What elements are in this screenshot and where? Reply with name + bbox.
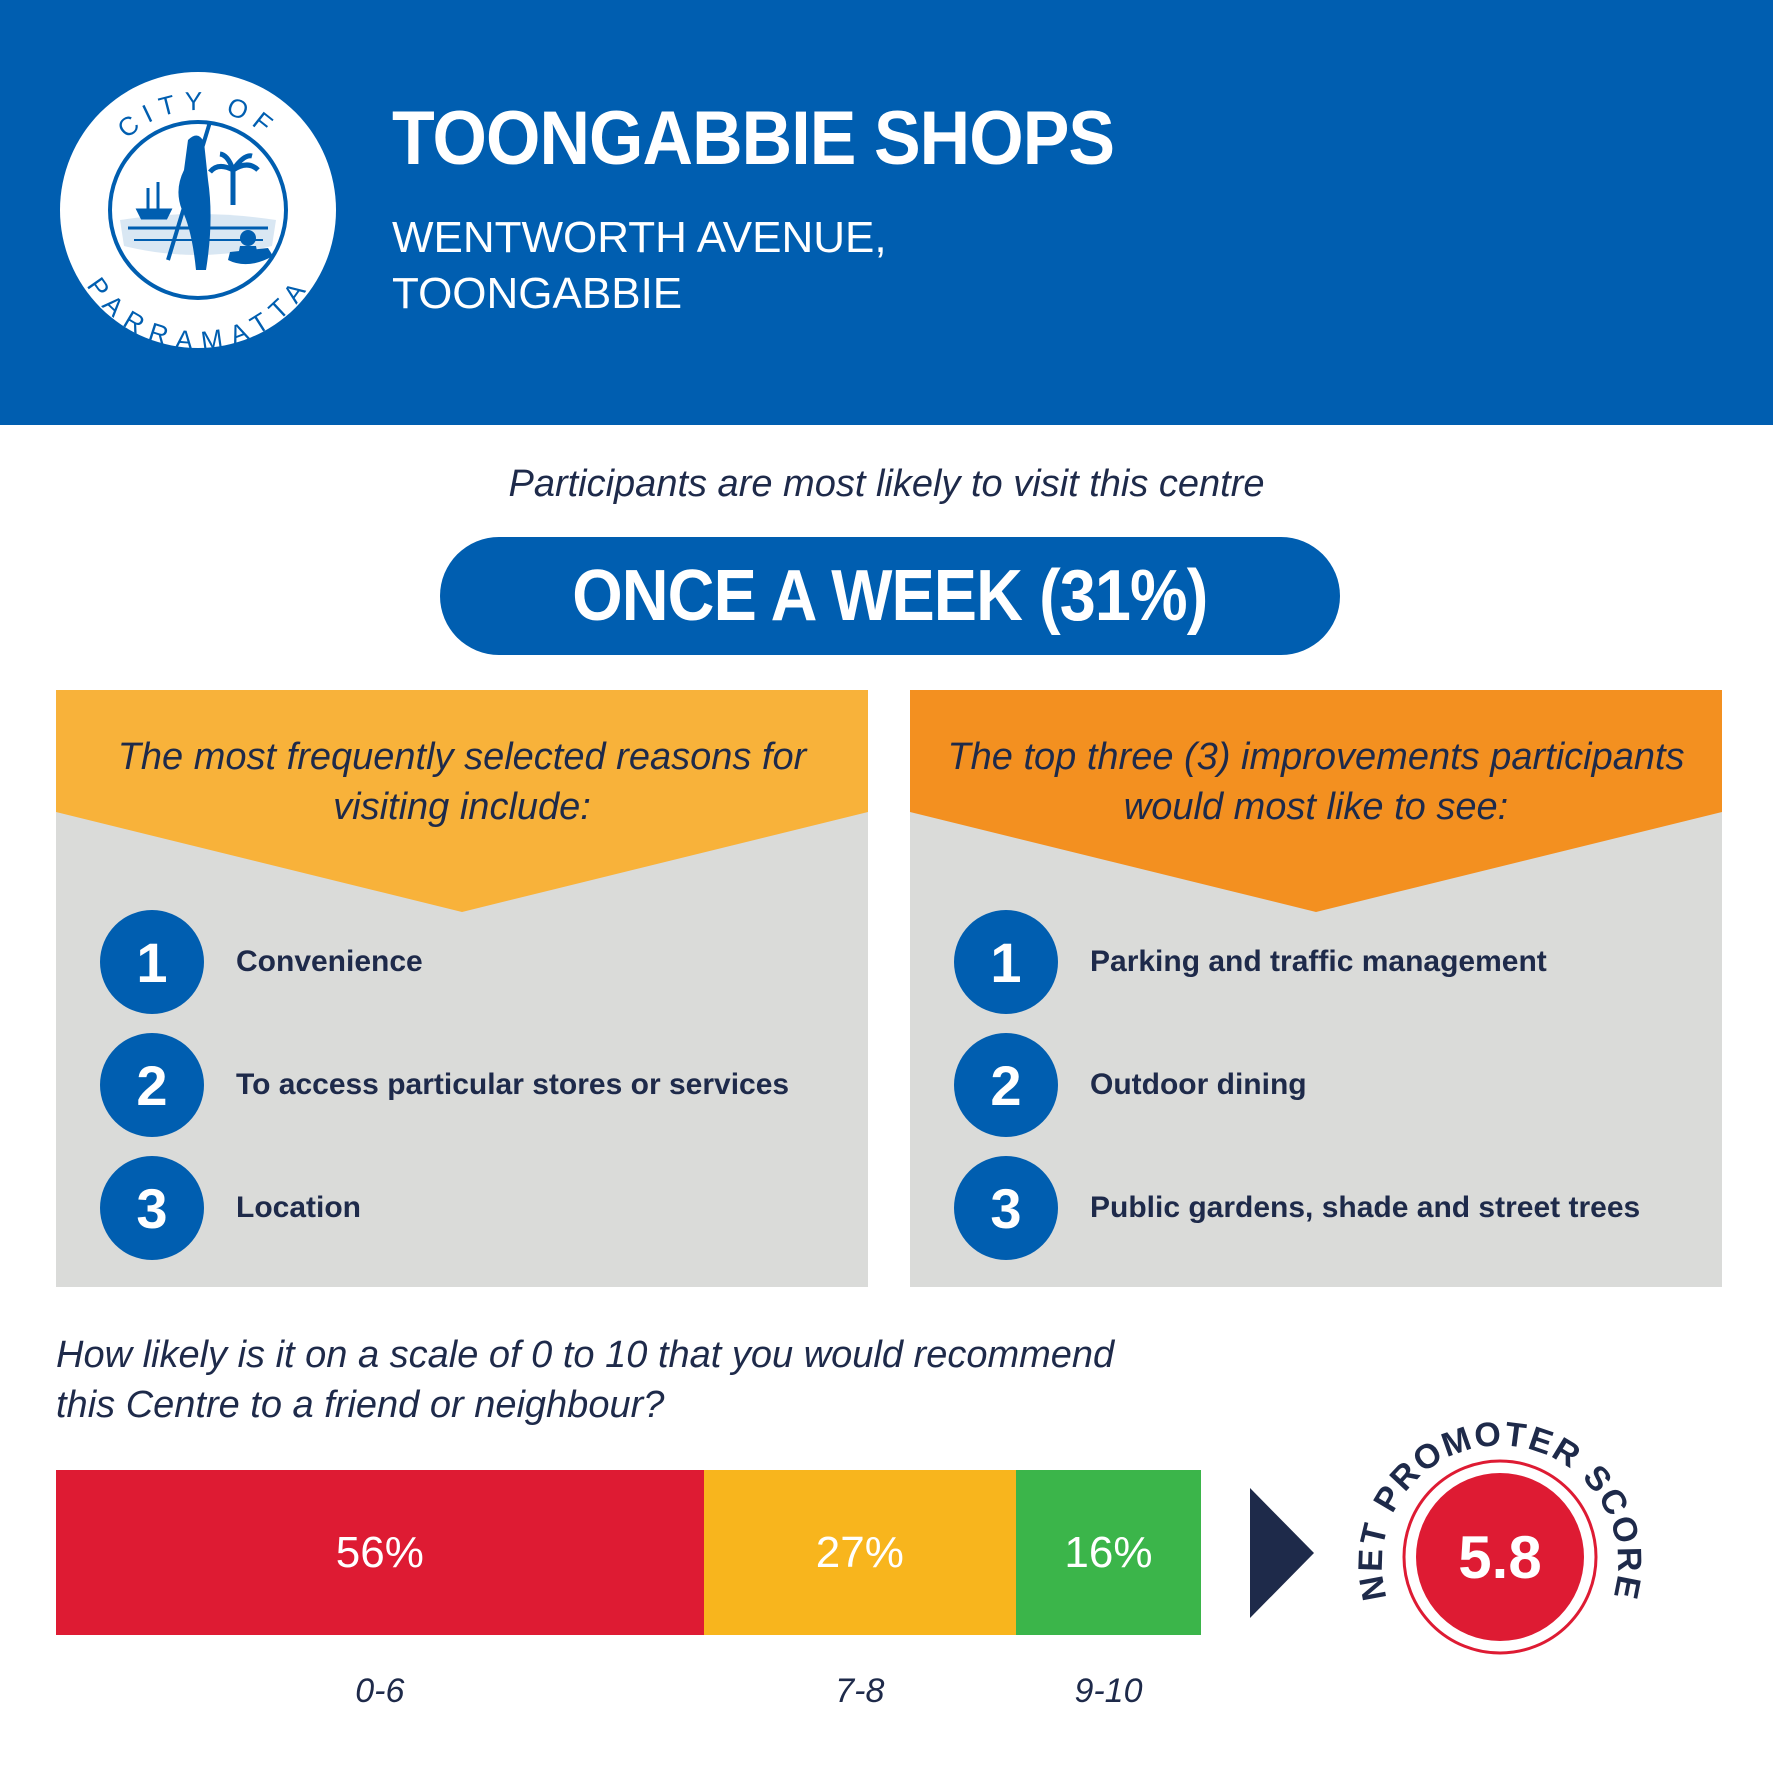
question-line-1: How likely is it on a scale of 0 to 10 t… (56, 1330, 1256, 1380)
nps-badge: NET PROMOTER SCORE 5.8 (1355, 1415, 1645, 1705)
number-badge: 3 (100, 1156, 204, 1260)
reason-item: 3 Location (100, 1156, 860, 1260)
improvement-item: 1 Parking and traffic management (954, 910, 1714, 1014)
address: WENTWORTH AVENUE, TOONGABBIE (392, 210, 887, 322)
number-badge: 1 (100, 910, 204, 1014)
improvements-heading-line-1: The top three (3) improvements participa… (910, 732, 1722, 782)
reasons-heading-line-2: visiting include: (56, 782, 868, 832)
number-badge: 2 (100, 1033, 204, 1137)
reasons-heading: The most frequently selected reasons for… (56, 732, 868, 832)
improvement-item: 2 Outdoor dining (954, 1033, 1714, 1137)
reasons-heading-line-1: The most frequently selected reasons for (56, 732, 868, 782)
bar-value-label: 27% (816, 1528, 904, 1578)
bar-category-label: 9-10 (1074, 1672, 1142, 1711)
improvement-label: Public gardens, shade and street trees (1090, 1156, 1650, 1260)
page-title: TOONGABBIE SHOPS (392, 95, 1114, 182)
improvement-item: 3 Public gardens, shade and street trees (954, 1156, 1714, 1260)
bar-value-label: 56% (336, 1528, 424, 1578)
reason-label: Convenience (236, 910, 776, 1014)
bar-segment-7-8: 27% (704, 1470, 1016, 1635)
arrow-right-icon (1250, 1488, 1320, 1618)
address-line-1: WENTWORTH AVENUE, (392, 210, 887, 266)
nps-value: 5.8 (1458, 1524, 1541, 1591)
reasons-panel: The most frequently selected reasons for… (56, 690, 868, 1287)
recommend-question: How likely is it on a scale of 0 to 10 t… (56, 1330, 1256, 1430)
frequency-value: ONCE A WEEK (31%) (572, 555, 1207, 637)
reason-label: Location (236, 1156, 776, 1260)
bar-category-label: 7-8 (835, 1672, 884, 1711)
bar-value-label: 16% (1064, 1528, 1152, 1578)
reason-item: 2 To access particular stores or service… (100, 1033, 860, 1137)
bar-segment-0-6: 56% (56, 1470, 704, 1635)
number-badge: 3 (954, 1156, 1058, 1260)
improvements-heading-line-2: would most like to see: (910, 782, 1722, 832)
number-badge: 2 (954, 1033, 1058, 1137)
bar-category-label: 0-6 (355, 1672, 404, 1711)
number-badge: 1 (954, 910, 1058, 1014)
bar-segment-9-10: 16% (1016, 1470, 1201, 1635)
recommend-stacked-bar: 56% 27% 16% (56, 1470, 1201, 1635)
improvements-heading: The top three (3) improvements participa… (910, 732, 1722, 832)
city-of-parramatta-logo: CITY OF PARRAMATTA (58, 70, 338, 350)
improvement-label: Outdoor dining (1090, 1033, 1630, 1137)
question-line-2: this Centre to a friend or neighbour? (56, 1380, 1256, 1430)
address-line-2: TOONGABBIE (392, 266, 887, 322)
reason-item: 1 Convenience (100, 910, 860, 1014)
frequency-pill: ONCE A WEEK (31%) (440, 537, 1340, 655)
frequency-label: Participants are most likely to visit th… (0, 463, 1773, 506)
improvements-panel: The top three (3) improvements participa… (910, 690, 1722, 1287)
reason-label: To access particular stores or services (236, 1033, 876, 1137)
header: CITY OF PARRAMATTA TOONGABBIE SHOPS WENT… (0, 0, 1773, 425)
improvement-label: Parking and traffic management (1090, 910, 1630, 1014)
